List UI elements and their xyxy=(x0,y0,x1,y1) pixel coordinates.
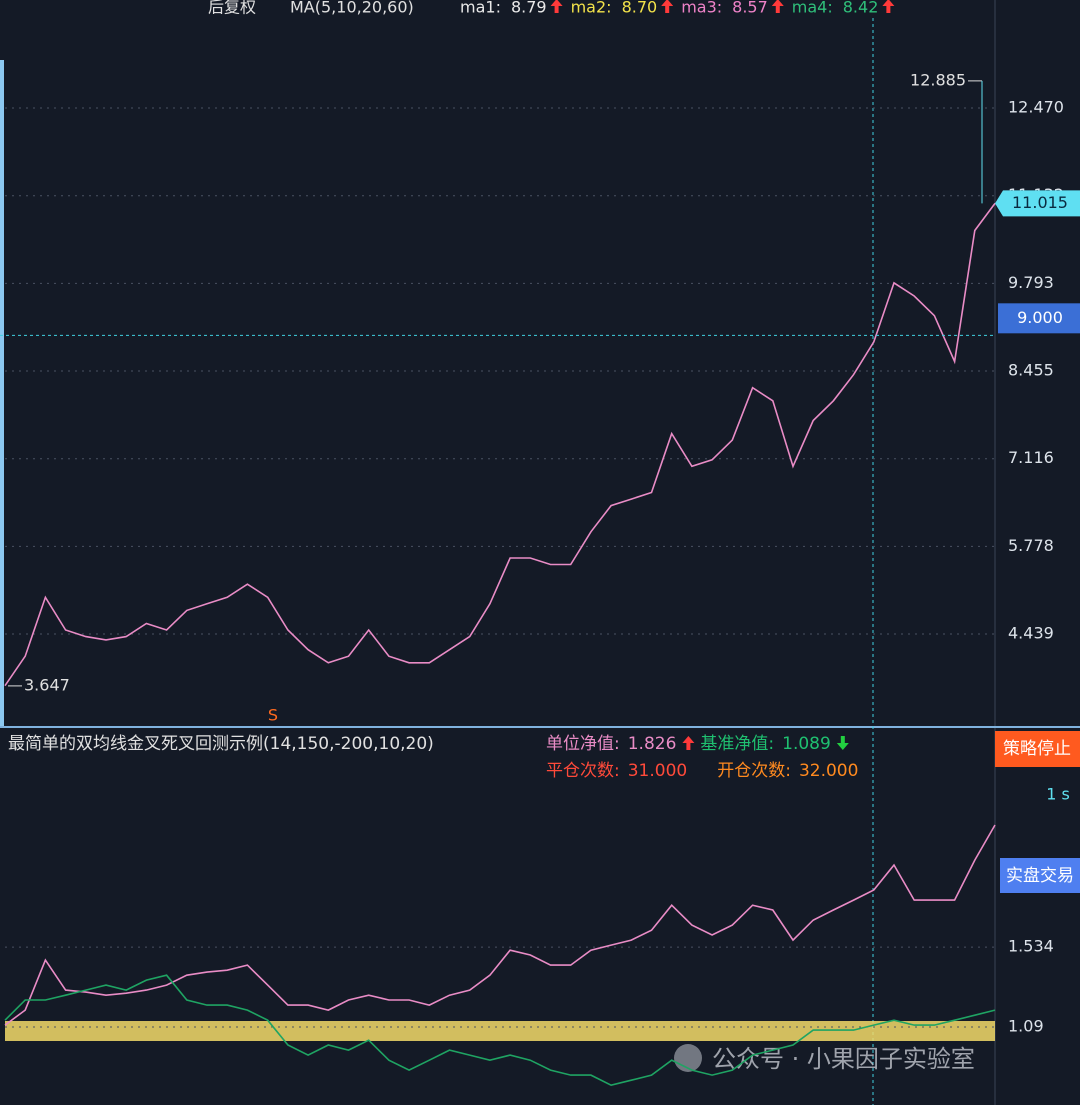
live-button-label[interactable]: 实盘交易 xyxy=(1006,866,1074,886)
left-edge xyxy=(0,60,4,728)
up-arrow xyxy=(550,0,563,13)
indicator-name: ma1: xyxy=(460,0,501,17)
low-label: 3.647 xyxy=(24,675,70,694)
interval-label: 1 s xyxy=(1046,785,1070,804)
crosshair-box xyxy=(998,303,1080,334)
y-tick-label: 7.116 xyxy=(1008,448,1054,467)
last-price-label: 11.015 xyxy=(1012,193,1068,212)
price-line xyxy=(4,202,996,687)
crosshair-label: 9.000 xyxy=(1017,308,1063,327)
signal-label: S xyxy=(268,706,278,725)
y-tick-label: 4.439 xyxy=(1008,624,1054,643)
indicator-value: 8.79 xyxy=(511,0,547,17)
y-tick-label: 12.470 xyxy=(1008,98,1064,117)
legend-name: 单位净值: xyxy=(546,734,620,754)
down-arrow xyxy=(836,736,849,750)
stat-name: 平仓次数: xyxy=(546,761,620,781)
trade-markers-band xyxy=(5,1021,995,1041)
strategy-title: 最简单的双均线金叉死叉回测示例(14,150,-200,10,20) xyxy=(8,734,434,754)
up-arrow xyxy=(771,0,784,13)
legend-value: 1.826 xyxy=(628,734,677,754)
stat-value: 32.000 xyxy=(799,761,858,781)
indicator-name: ma3: xyxy=(681,0,722,17)
last-price-box xyxy=(995,190,1080,217)
indicator-value: 8.70 xyxy=(622,0,658,17)
legend-value: 1.089 xyxy=(782,734,831,754)
adjust-label: 后复权 xyxy=(208,0,256,17)
stop-button[interactable] xyxy=(995,731,1080,767)
y-tick-label: 1.534 xyxy=(1008,937,1054,956)
y-tick-label: 8.455 xyxy=(1008,361,1054,380)
y-tick-label: 5.778 xyxy=(1008,536,1054,555)
nav-line xyxy=(4,974,996,1087)
live-button[interactable] xyxy=(1000,858,1080,893)
watermark: 公众号 · 小果因子实验室 xyxy=(712,1045,975,1073)
nav-line xyxy=(4,824,996,1026)
y-tick-label: 1.09 xyxy=(1008,1017,1044,1036)
indicator-name: ma4: xyxy=(792,0,833,17)
indicator-value: 8.57 xyxy=(732,0,768,17)
stat-value: 31.000 xyxy=(628,761,687,781)
up-arrow xyxy=(682,736,695,750)
indicator-name: ma2: xyxy=(571,0,612,17)
stop-button-label[interactable]: 策略停止 xyxy=(1003,739,1071,759)
legend-name: 基准净值: xyxy=(700,734,774,754)
high-label: 12.885 xyxy=(910,70,966,89)
indicator-value: 8.42 xyxy=(843,0,879,17)
ma-params: MA(5,10,20,60) xyxy=(290,0,414,17)
up-arrow xyxy=(661,0,674,13)
up-arrow xyxy=(882,0,895,13)
y-tick-label: 9.793 xyxy=(1008,273,1054,292)
stat-name: 开仓次数: xyxy=(717,761,791,781)
